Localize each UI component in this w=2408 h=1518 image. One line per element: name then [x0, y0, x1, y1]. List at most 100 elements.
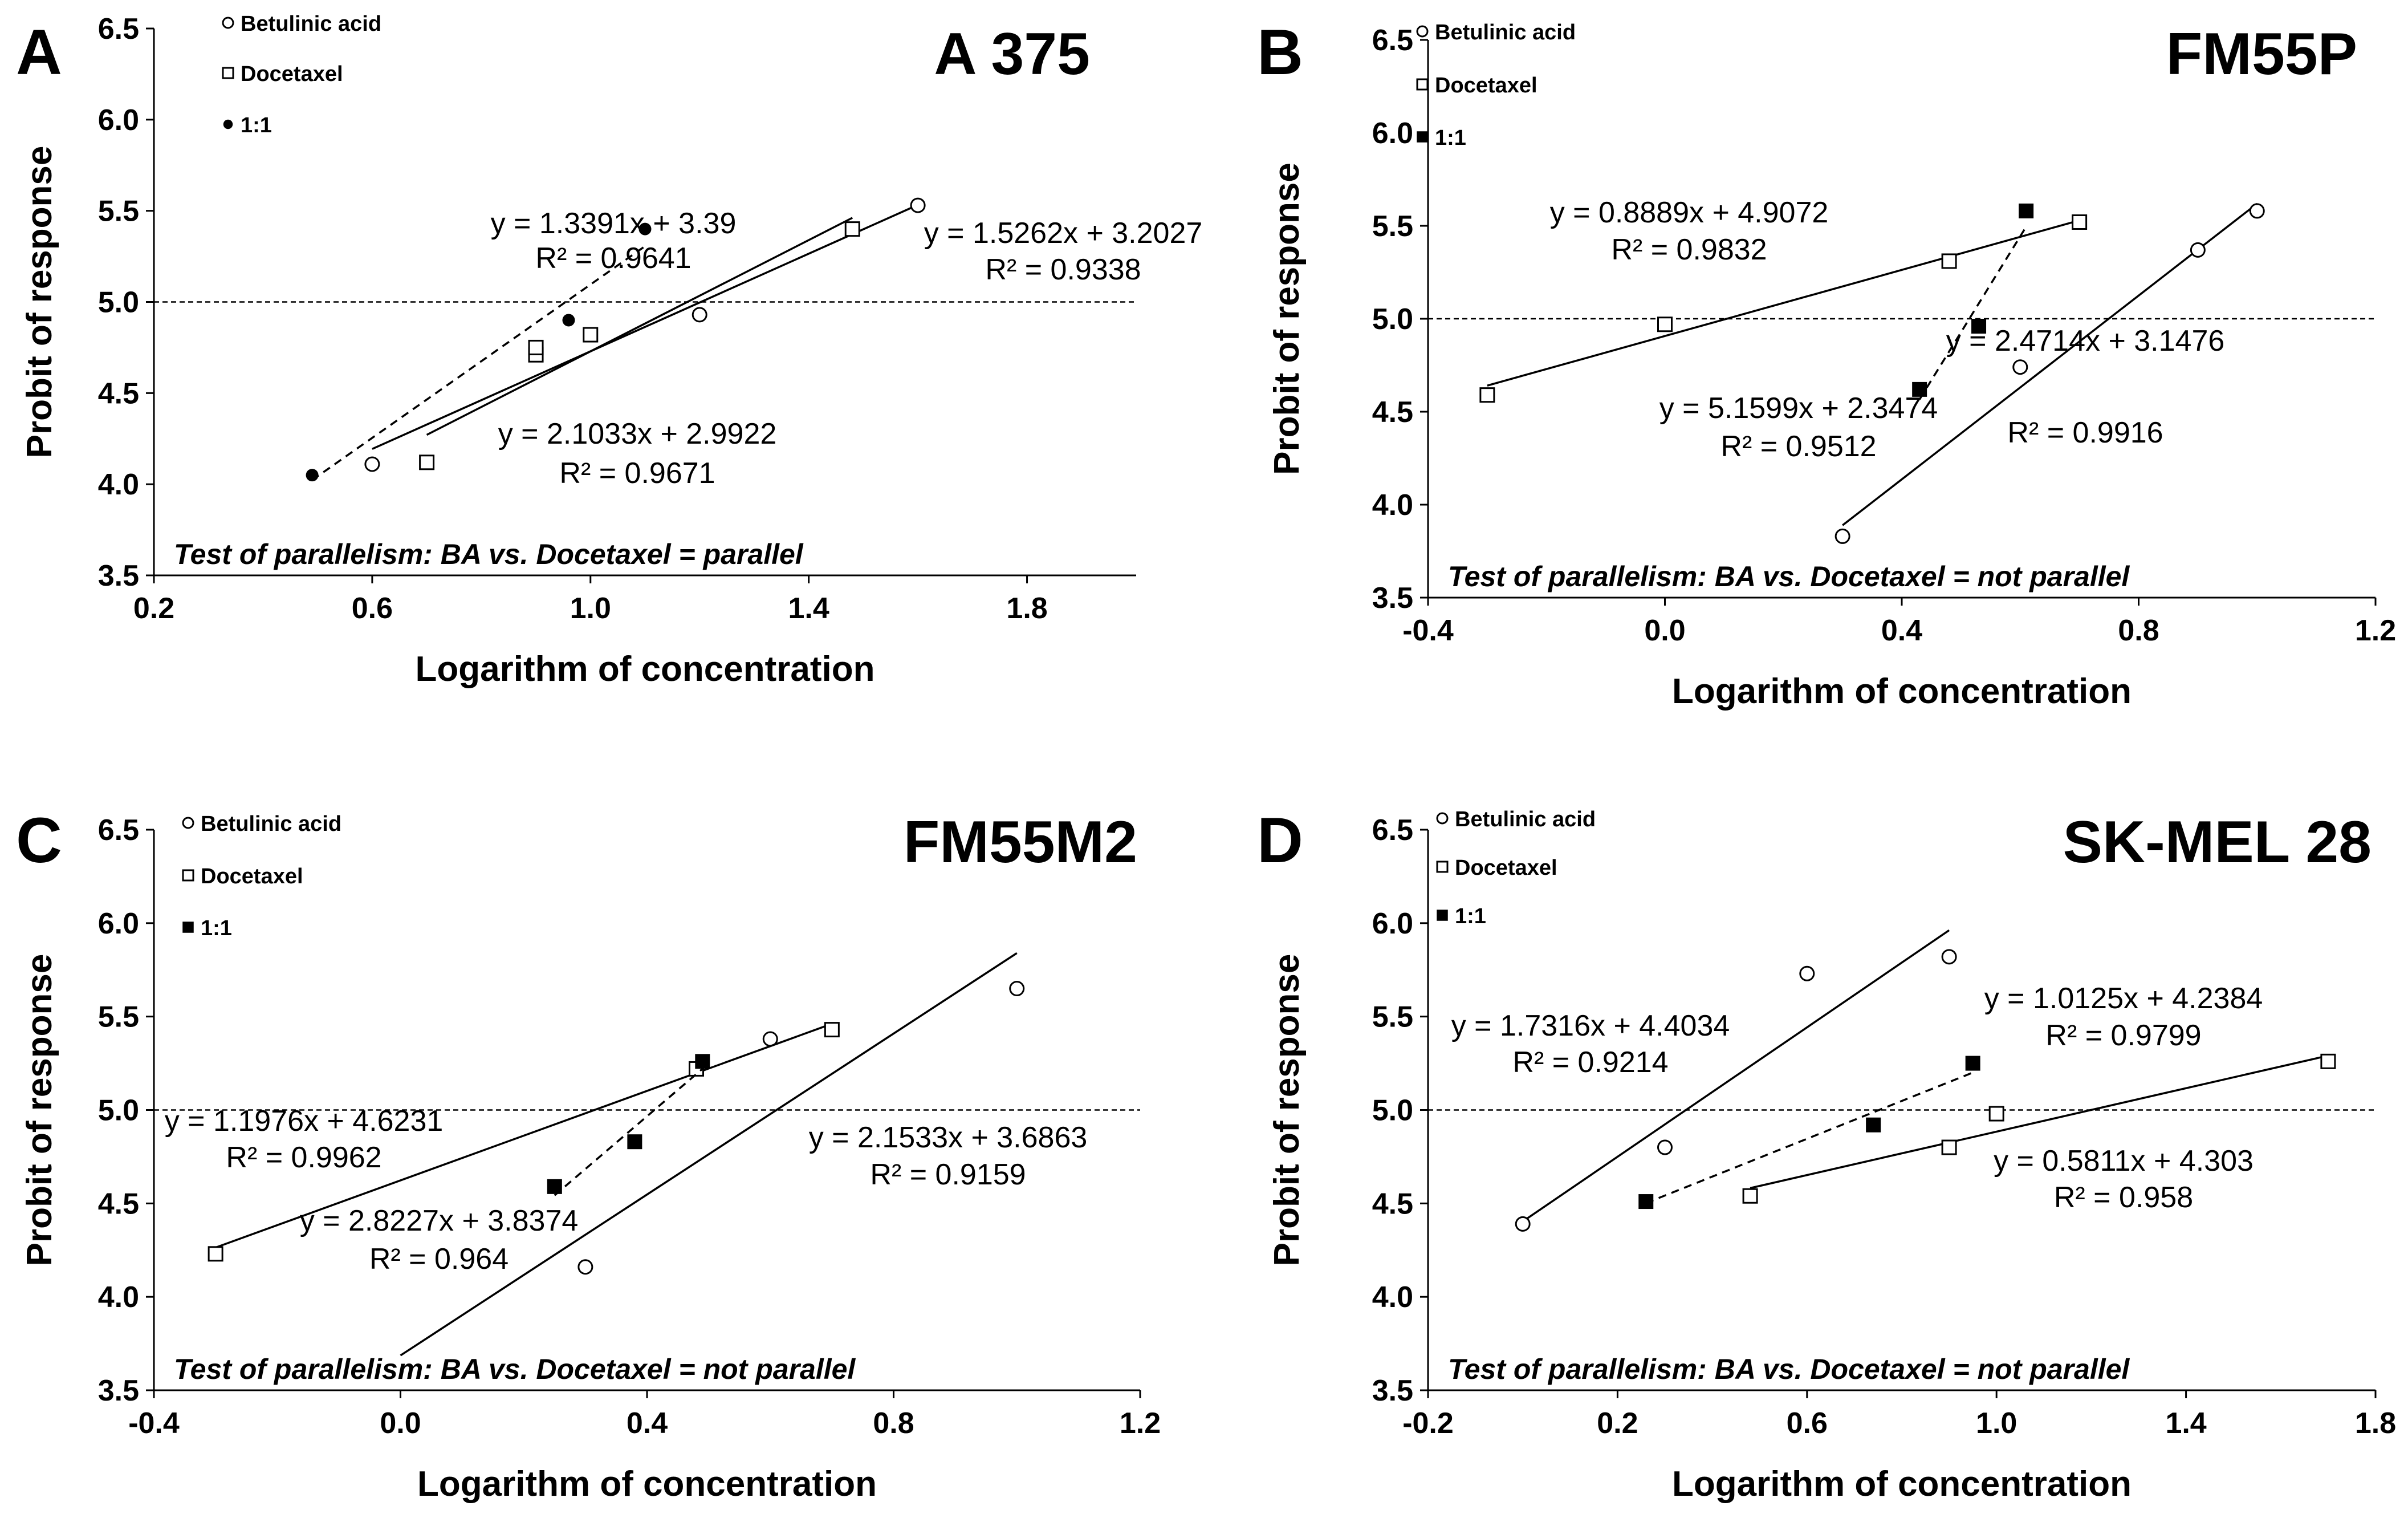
parallelism-test-note: Test of parallelism: BA vs. Docetaxel = … [174, 538, 804, 570]
y-axis-label: Probit of response [20, 954, 59, 1267]
x-axis-label: Logarithm of concentration [1672, 1464, 2132, 1504]
x-tick-label: 1.8 [2355, 1407, 2396, 1440]
fit-equation: y = 0.8889x + 4.9072 [1550, 196, 1829, 229]
data-point [1835, 528, 1850, 544]
data-point [2249, 203, 2265, 219]
data-point [1799, 965, 1815, 981]
y-tick-label: 3.5 [1372, 1374, 1413, 1407]
fit-line [1918, 226, 2027, 400]
legend-label: Docetaxel [201, 864, 303, 888]
panel-title: A 375 [934, 21, 1090, 87]
legend-label: 1:1 [1455, 904, 1486, 928]
y-tick-label: 6.0 [98, 104, 139, 137]
y-tick-label: 3.5 [98, 1374, 139, 1407]
legend-marker [222, 17, 234, 29]
data-point [208, 1246, 223, 1262]
y-tick-label: 4.5 [98, 377, 139, 410]
y-tick-label: 6.5 [1372, 814, 1413, 847]
fit-r-squared: R² = 0.9962 [226, 1141, 381, 1174]
data-point [1941, 253, 1957, 269]
y-tick-label: 4.5 [98, 1187, 139, 1220]
x-tick-label: 0.8 [2118, 614, 2159, 647]
panel-letter: B [1257, 17, 1303, 88]
fit-line [1487, 219, 2080, 387]
fit-r-squared: R² = 0.9641 [535, 242, 691, 275]
legend-marker [1436, 812, 1449, 825]
fit-line [1522, 929, 1950, 1223]
legend-label: 1:1 [241, 113, 272, 137]
legend-marker [1416, 78, 1429, 91]
legend-marker [222, 67, 234, 79]
legend-label: Docetaxel [241, 62, 343, 86]
fit-r-squared: R² = 0.964 [369, 1243, 509, 1276]
y-tick-label: 5.0 [1372, 303, 1413, 336]
x-tick-label: 1.2 [2355, 614, 2396, 647]
y-axis-label: Probit of response [1267, 163, 1307, 475]
data-point [547, 1179, 562, 1194]
fit-r-squared: R² = 0.9512 [1720, 430, 1876, 463]
data-point [2019, 203, 2034, 218]
fit-line [372, 204, 918, 450]
x-tick-label: 1.4 [2165, 1407, 2206, 1440]
legend-marker [182, 922, 194, 933]
data-point [1988, 1106, 2004, 1122]
legend-marker [182, 869, 194, 882]
parallelism-test-note: Test of parallelism: BA vs. Docetaxel = … [1448, 561, 2130, 592]
legend-label: Docetaxel [1435, 74, 1537, 98]
x-tick-label: 1.0 [1976, 1407, 2017, 1440]
data-point [910, 197, 926, 213]
y-axis-label: Probit of response [20, 146, 59, 458]
fit-equation: y = 1.7316x + 4.4034 [1451, 1009, 1730, 1042]
legend-label: Betulinic acid [201, 812, 341, 836]
data-point [1515, 1216, 1531, 1232]
legend-marker [1417, 131, 1428, 143]
fit-equation: y = 2.1533x + 3.6863 [809, 1121, 1088, 1154]
data-point [1009, 981, 1025, 997]
fit-r-squared: R² = 0.9159 [870, 1158, 1026, 1191]
legend-marker [1437, 910, 1448, 921]
chart-panel-b: 3.5 4.0 4.5 5.0 5.5 6.0 6.5 -0.4 0.0 0.4 0.8 1.2 Log… [1257, 17, 2396, 711]
fit-equation: y = 2.8227x + 3.8374 [300, 1204, 579, 1237]
fit-equation: y = 5.1599x + 2.3474 [1659, 392, 1938, 425]
data-point [1638, 1194, 1654, 1209]
fit-equation: y = 0.5811x + 4.303 [1994, 1144, 2254, 1178]
data-point [824, 1022, 840, 1038]
legend-label: 1:1 [201, 916, 232, 940]
y-tick-label: 6.0 [1372, 907, 1413, 940]
data-point [1657, 316, 1673, 332]
x-tick-label: 0.0 [1644, 614, 1685, 647]
fit-equation: y = 1.3391x + 3.39 [491, 207, 737, 240]
fit-equation: y = 2.1033x + 2.9922 [498, 417, 777, 450]
y-tick-label: 5.0 [98, 286, 139, 319]
fit-line [1842, 202, 2258, 526]
parallelism-test-note: Test of parallelism: BA vs. Docetaxel = … [1448, 1353, 2130, 1385]
data-point [562, 314, 575, 327]
data-point [1479, 387, 1495, 403]
x-tick-label: 0.2 [1597, 1407, 1638, 1440]
x-tick-label: 1.2 [1120, 1407, 1161, 1440]
data-point [1742, 1188, 1758, 1204]
y-tick-label: 6.5 [98, 13, 139, 46]
x-tick-label: 1.0 [570, 592, 611, 625]
y-tick-label: 5.5 [98, 195, 139, 228]
y-tick-label: 6.5 [1372, 24, 1413, 57]
y-tick-label: 4.0 [1372, 1281, 1413, 1314]
data-point [364, 456, 380, 472]
fit-r-squared: R² = 0.958 [2054, 1181, 2193, 1214]
data-point [627, 1134, 642, 1150]
legend-marker [223, 119, 233, 129]
data-point [1657, 1139, 1673, 1155]
data-point [1965, 1056, 1980, 1071]
fit-equation: y = 1.5262x + 3.2027 [924, 217, 1203, 250]
data-point [844, 221, 860, 237]
data-point [583, 327, 599, 343]
x-axis-label: Logarithm of concentration [416, 650, 875, 689]
parallelism-test-note: Test of parallelism: BA vs. Docetaxel = … [174, 1353, 856, 1385]
y-tick-label: 3.5 [98, 559, 139, 592]
chart-panel-c: 3.5 4.0 4.5 5.0 5.5 6.0 6.5 -0.4 0.0 0.4 0.8 1.2 Log… [16, 805, 1161, 1504]
y-tick-label: 3.5 [1372, 582, 1413, 615]
data-point [2190, 242, 2206, 258]
panel-title: FM55M2 [904, 809, 1137, 875]
y-tick-label: 5.5 [1372, 1001, 1413, 1034]
